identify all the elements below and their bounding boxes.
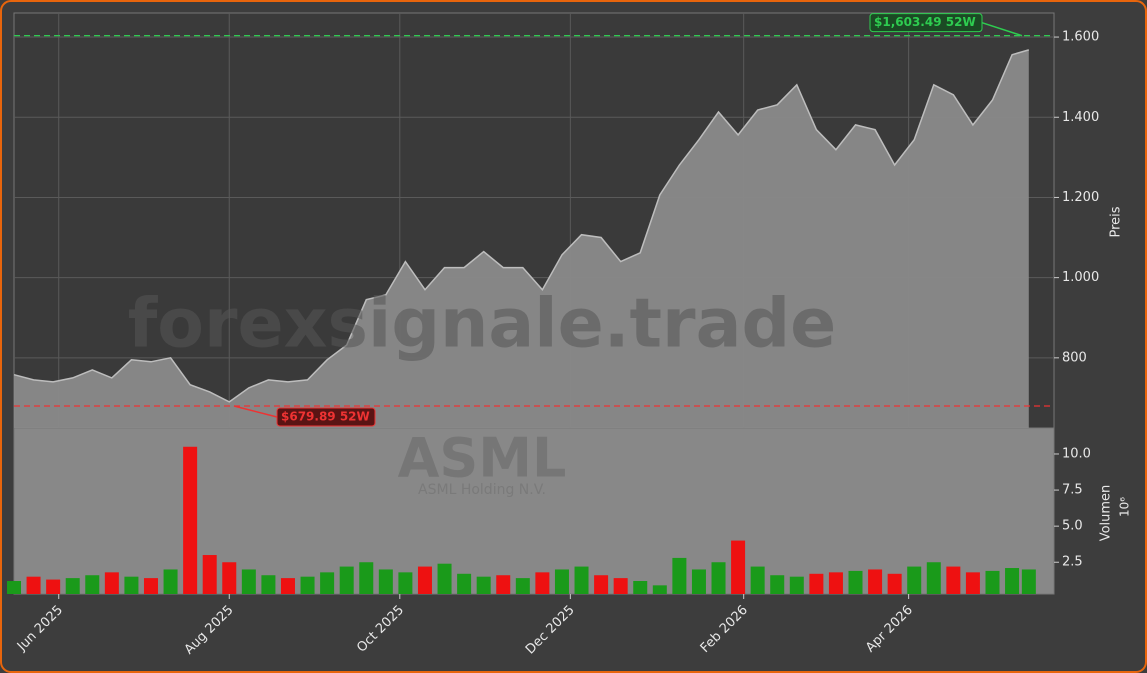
volume-bar	[457, 573, 472, 594]
volume-bar	[26, 576, 41, 594]
volume-bar	[1021, 569, 1036, 594]
volume-bar	[750, 566, 765, 594]
y2-tick-label: 2.5	[1062, 555, 1083, 570]
y2-tick-label: 10.0	[1062, 446, 1091, 461]
price-line	[13, 49, 1030, 403]
y2-tick-label: 7.5	[1062, 483, 1083, 498]
volume-bar	[985, 570, 1000, 594]
volume-bar	[1005, 568, 1020, 594]
annotation-label: $679.89 52W	[281, 409, 370, 423]
y2-tick-label: 5.0	[1062, 519, 1083, 534]
volume-bar	[202, 555, 217, 594]
volume-bar	[417, 566, 432, 594]
volume-bar	[789, 576, 804, 594]
volume-bar	[926, 562, 941, 594]
y-tick-label: 1.000	[1062, 270, 1099, 285]
volume-bar	[691, 569, 706, 594]
y-tick-label: 1.200	[1062, 190, 1099, 205]
volume-bar	[46, 579, 61, 594]
volume-bar	[809, 573, 824, 594]
price-area	[14, 49, 1029, 429]
volume-bar	[496, 575, 511, 594]
volume-bar	[339, 566, 354, 594]
y-tick-label: 800	[1062, 350, 1087, 365]
volume-bar	[594, 575, 609, 594]
volume-bar	[770, 575, 785, 594]
volume-bar	[731, 540, 746, 594]
y-tick-label: 1.600	[1062, 30, 1099, 45]
volume-bar	[437, 563, 452, 594]
volume-bar	[143, 578, 158, 594]
volume-bar	[222, 562, 237, 594]
volume-bar	[535, 572, 550, 594]
watermark: forexsignale.trade	[128, 285, 837, 364]
volume-bar	[280, 578, 295, 594]
volume-bar	[261, 575, 276, 594]
volume-bar	[887, 573, 902, 594]
volume-bar	[613, 578, 628, 594]
volume-bar	[868, 569, 883, 594]
volume-bar	[476, 576, 491, 594]
volume-unit: 10⁶	[1118, 497, 1132, 517]
annotation-arrow	[981, 21, 1023, 37]
volume-bar	[554, 569, 569, 594]
volume-bar	[515, 578, 530, 594]
volume-bar	[711, 562, 726, 594]
annotation-arrow	[233, 405, 278, 418]
volume-bar	[300, 576, 315, 594]
volume-bar	[946, 566, 961, 594]
volume-bar	[7, 581, 21, 594]
y-axis-label: Preis	[1109, 206, 1124, 237]
y-tick-label: 1.400	[1062, 110, 1099, 125]
company: ASML Holding N.V.	[418, 482, 546, 498]
volume-bar	[183, 446, 198, 594]
annotation-label: $1,603.49 52W	[874, 15, 976, 29]
volume-bar	[907, 566, 922, 594]
volume-bar	[848, 570, 863, 594]
volume-bar	[672, 557, 687, 594]
volume-bar	[633, 581, 648, 594]
volume-bar	[398, 572, 413, 594]
volume-bar	[85, 575, 100, 594]
volume-bar	[359, 562, 374, 594]
volume-bar	[965, 572, 980, 594]
symbol: ASML	[398, 427, 567, 490]
volume-bar	[574, 566, 589, 594]
volume-bar	[378, 569, 393, 594]
volume-bar	[104, 572, 119, 594]
volume-bar	[652, 585, 667, 594]
volume-bar	[124, 576, 139, 594]
volume-axis-label: Volumen	[1099, 485, 1114, 542]
volume-bar	[65, 578, 80, 594]
volume-bar	[241, 569, 256, 594]
volume-bar	[320, 572, 335, 594]
volume-bar	[163, 569, 178, 594]
volume-bar	[828, 572, 843, 594]
